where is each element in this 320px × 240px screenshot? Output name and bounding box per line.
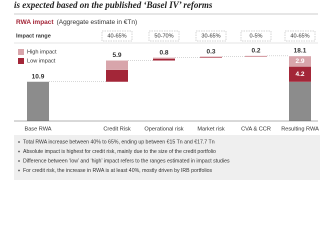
impact-range-box <box>284 30 316 42</box>
bar-segment <box>106 69 128 82</box>
legend-swatch <box>18 49 24 55</box>
impact-range-box <box>240 30 272 42</box>
legend-label: High impact <box>27 49 57 55</box>
bullet-text: Absolute impact is highest for credit ri… <box>23 149 216 155</box>
legend-swatch <box>18 58 24 64</box>
impact-range: 30-65% <box>201 33 220 39</box>
bullet-dot <box>18 141 20 143</box>
bar-segment <box>289 56 311 67</box>
bar-segment <box>153 58 175 61</box>
x-tick-label: Market risk <box>197 126 225 132</box>
total-label: 0.3 <box>206 48 215 55</box>
impact-range: 0-5% <box>249 33 262 39</box>
bar-segment <box>27 81 49 121</box>
subtitle: RWA impact (Aggregate estimate in €Tn) <box>16 19 137 26</box>
x-tick-label: CVA & CCR <box>241 126 271 132</box>
x-tick-label: Resulting RWA <box>281 126 319 132</box>
segment-label: 4.2 <box>295 71 304 78</box>
bar-segment <box>200 56 222 58</box>
impact-range: 50-70% <box>154 33 173 39</box>
total-label: 5.9 <box>112 52 121 59</box>
bullet-text: For credit risk, the increase in RWA is … <box>23 168 213 174</box>
total-label: 0.2 <box>251 48 260 55</box>
x-tick-label: Base RWA <box>24 126 51 132</box>
chart-title: is expected based on the published ‘Base… <box>14 0 213 10</box>
bar-segment <box>153 57 175 59</box>
bar-segment <box>106 60 128 70</box>
subtitle-bold: RWA impact <box>16 19 54 26</box>
total-label: 0.8 <box>159 49 168 56</box>
bullet-dot <box>18 169 20 172</box>
bullet-text: Difference between ‘low’ and ‘high’ impa… <box>23 158 230 164</box>
bar-segment <box>245 55 267 57</box>
subtitle-text: (Aggregate estimate in €Tn) <box>57 19 138 26</box>
bullet-dot <box>18 150 20 153</box>
page: {"chart_data": { "type": "waterfall", "t… <box>14 0 320 180</box>
segment-label: 2.9 <box>295 58 304 65</box>
x-tick-label: Operational risk <box>144 126 183 132</box>
bullet-text: Total RWA increase between 40% to 65%, e… <box>23 139 215 145</box>
bar-segment <box>200 56 222 58</box>
bar-segment <box>289 81 311 121</box>
impact-range: 40-65% <box>290 33 309 39</box>
impact-range-box <box>148 30 180 42</box>
legend-label: Low impact <box>27 58 56 64</box>
bar-segment <box>245 56 267 57</box>
notes-panel <box>14 135 320 180</box>
x-tick-label: Credit Risk <box>103 126 131 132</box>
total-label: 10.9 <box>32 73 45 80</box>
impact-range-box <box>195 30 227 42</box>
chart: is expected based on the published ‘Base… <box>14 0 320 180</box>
total-label: 18.1 <box>294 48 307 55</box>
impact-range: 40-65% <box>107 33 126 39</box>
impact-range-box <box>101 30 133 42</box>
bar-segment <box>289 66 311 82</box>
bullet-dot <box>18 160 20 162</box>
impact-range-label: Impact range <box>16 33 51 39</box>
